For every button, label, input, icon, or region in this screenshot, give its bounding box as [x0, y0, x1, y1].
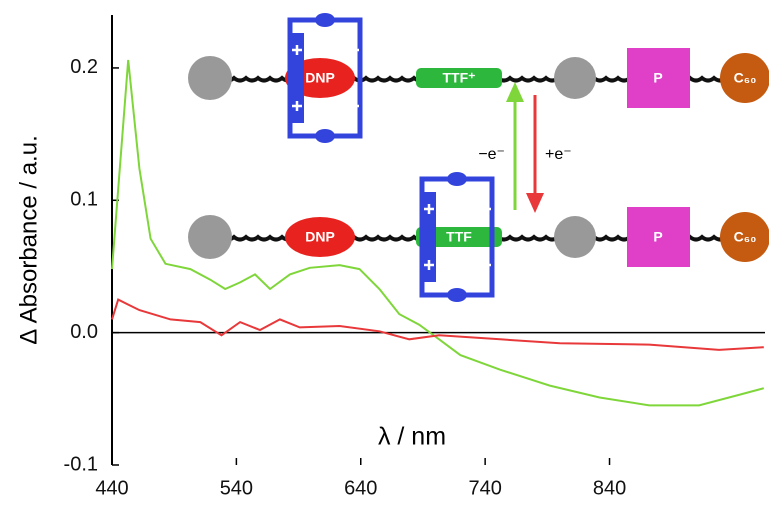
y-tick-label: 0.1: [70, 189, 98, 211]
ring-charge: [481, 260, 491, 270]
c60: [720, 212, 769, 262]
x-tick-label: 440: [95, 477, 128, 499]
spectrum-line: [111, 298, 764, 351]
ring-charge: [292, 45, 302, 55]
y-axis-label: Δ Absorbance / a.u.: [15, 135, 42, 345]
dnp-label: DNP: [305, 70, 335, 86]
porphyrin: [627, 207, 690, 267]
ring-cap: [315, 129, 335, 143]
ring-charge: [481, 204, 491, 214]
ring-bar: [290, 33, 304, 123]
dnp-unit: [285, 217, 355, 257]
reduction-label: +e⁻: [545, 146, 572, 163]
c60-label: C₆₀: [734, 229, 757, 245]
ring-charge: [424, 204, 434, 214]
x-tick-label: 540: [220, 477, 253, 499]
stopper: [554, 57, 596, 99]
x-tick-label: 840: [593, 477, 626, 499]
ttf-unit: [416, 68, 502, 88]
p-label: P: [653, 70, 662, 86]
oxidation-head: [506, 82, 524, 102]
c60: [720, 53, 769, 103]
stopper: [554, 216, 596, 258]
ring-bar: [422, 192, 436, 282]
ring-cap: [447, 288, 467, 302]
y-tick-label: -0.1: [64, 453, 98, 475]
ring-charge: [292, 101, 302, 111]
porphyrin: [627, 48, 690, 108]
stopper: [188, 215, 232, 259]
y-tick-label: 0.0: [70, 321, 98, 343]
c60-label: C₆₀: [734, 70, 757, 86]
oxidation-label: −e⁻: [478, 146, 505, 163]
reduction-head: [526, 193, 544, 213]
dnp-label: DNP: [305, 229, 335, 245]
ttf-label: TTF: [446, 229, 472, 245]
ring-charge: [349, 45, 359, 55]
x-tick-label: 740: [468, 477, 501, 499]
p-label: P: [653, 229, 662, 245]
x-axis-label: λ / nm: [378, 423, 446, 451]
ring-charge: [349, 101, 359, 111]
ring-cap: [447, 172, 467, 186]
ring-cap: [315, 13, 335, 27]
stopper: [188, 56, 232, 100]
spectrum-line: [111, 59, 765, 407]
ttf-label: TTF⁺: [442, 70, 475, 86]
x-tick-label: 640: [344, 477, 377, 499]
ttf-unit: [416, 227, 502, 247]
y-tick-label: 0.2: [70, 56, 98, 78]
ring-charge: [424, 260, 434, 270]
